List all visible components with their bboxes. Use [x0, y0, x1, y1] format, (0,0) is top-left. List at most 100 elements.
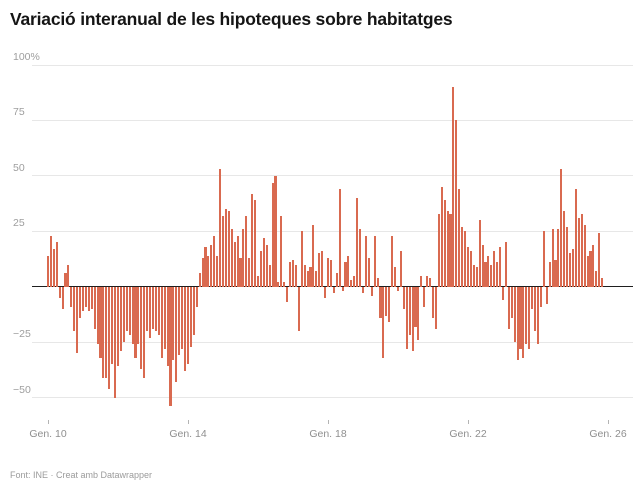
bar[interactable] — [70, 286, 73, 307]
bar[interactable] — [291, 260, 295, 287]
bar[interactable] — [73, 286, 76, 332]
bar[interactable] — [513, 286, 516, 343]
bar[interactable] — [254, 200, 257, 287]
bar[interactable] — [402, 286, 405, 309]
bar[interactable] — [67, 264, 70, 287]
bar[interactable] — [364, 235, 367, 287]
bar[interactable] — [90, 286, 93, 309]
bar[interactable] — [577, 217, 580, 287]
bar[interactable] — [394, 266, 397, 287]
bar[interactable] — [429, 277, 432, 287]
bar[interactable] — [306, 271, 309, 287]
bar[interactable] — [361, 286, 365, 294]
bar[interactable] — [213, 235, 216, 287]
bar[interactable] — [87, 286, 90, 312]
bar[interactable] — [437, 213, 440, 287]
bar[interactable] — [160, 286, 163, 358]
bar[interactable] — [277, 282, 280, 287]
bar[interactable] — [265, 244, 268, 287]
bar[interactable] — [592, 244, 595, 287]
bar[interactable] — [347, 255, 350, 287]
bar[interactable] — [105, 286, 108, 378]
bar[interactable] — [96, 286, 99, 345]
bar[interactable] — [81, 286, 85, 312]
bar[interactable] — [84, 286, 87, 307]
bar[interactable] — [598, 233, 601, 287]
bar[interactable] — [501, 286, 505, 300]
bar[interactable] — [350, 280, 353, 287]
bar[interactable] — [557, 229, 560, 287]
bar[interactable] — [335, 273, 338, 287]
bar[interactable] — [531, 286, 534, 309]
bar[interactable] — [128, 286, 131, 336]
bar[interactable] — [321, 251, 324, 287]
bar[interactable] — [359, 229, 362, 287]
bar[interactable] — [490, 264, 493, 287]
bar[interactable] — [46, 255, 50, 287]
bar[interactable] — [297, 286, 300, 332]
bar[interactable] — [61, 286, 64, 309]
bar[interactable] — [356, 198, 359, 287]
bar[interactable] — [414, 286, 417, 327]
bar[interactable] — [478, 220, 481, 287]
bar[interactable] — [551, 229, 554, 287]
bar[interactable] — [563, 211, 566, 287]
bar[interactable] — [192, 286, 195, 336]
bar[interactable] — [504, 242, 507, 287]
bar[interactable] — [472, 264, 475, 287]
bar[interactable] — [280, 215, 283, 287]
bar[interactable] — [224, 209, 227, 287]
bar[interactable] — [367, 257, 370, 287]
bar[interactable] — [195, 286, 198, 307]
bar[interactable] — [519, 286, 522, 349]
bar[interactable] — [256, 275, 260, 287]
bar[interactable] — [536, 286, 540, 345]
bar[interactable] — [469, 251, 472, 287]
bar[interactable] — [396, 286, 400, 292]
bar[interactable] — [245, 215, 248, 287]
bar[interactable] — [219, 169, 222, 287]
bar[interactable] — [251, 193, 254, 287]
bar[interactable] — [151, 286, 155, 329]
bar[interactable] — [207, 255, 210, 287]
bar[interactable] — [286, 286, 289, 303]
bar[interactable] — [601, 277, 604, 287]
bar[interactable] — [507, 286, 510, 329]
bar[interactable] — [434, 286, 437, 329]
bar[interactable] — [309, 266, 312, 287]
bar[interactable] — [452, 87, 455, 287]
bar[interactable] — [64, 273, 67, 287]
bar[interactable] — [52, 249, 55, 287]
bar[interactable] — [525, 286, 528, 345]
bar[interactable] — [496, 262, 499, 287]
bar[interactable] — [163, 286, 166, 349]
bar[interactable] — [324, 286, 327, 298]
bar[interactable] — [458, 189, 461, 287]
bar[interactable] — [370, 286, 373, 296]
bar[interactable] — [230, 229, 233, 287]
bar[interactable] — [140, 286, 143, 369]
bar[interactable] — [566, 226, 569, 287]
bar[interactable] — [446, 211, 449, 287]
bar[interactable] — [303, 264, 306, 287]
bar[interactable] — [542, 231, 545, 287]
bar[interactable] — [528, 286, 531, 349]
bar[interactable] — [114, 286, 117, 398]
bar[interactable] — [154, 286, 157, 332]
bar[interactable] — [122, 286, 125, 343]
bar[interactable] — [79, 286, 82, 318]
bar[interactable] — [569, 253, 572, 287]
bar[interactable] — [146, 286, 149, 332]
bar[interactable] — [595, 271, 598, 287]
bar[interactable] — [431, 286, 435, 318]
bar[interactable] — [55, 242, 58, 287]
bar[interactable] — [475, 266, 478, 287]
bar[interactable] — [166, 286, 169, 367]
bar[interactable] — [294, 264, 297, 287]
bar[interactable] — [353, 275, 356, 287]
bar[interactable] — [385, 286, 388, 316]
bar[interactable] — [379, 286, 382, 318]
bar[interactable] — [326, 257, 330, 287]
bar[interactable] — [134, 286, 137, 358]
bar[interactable] — [242, 229, 245, 287]
